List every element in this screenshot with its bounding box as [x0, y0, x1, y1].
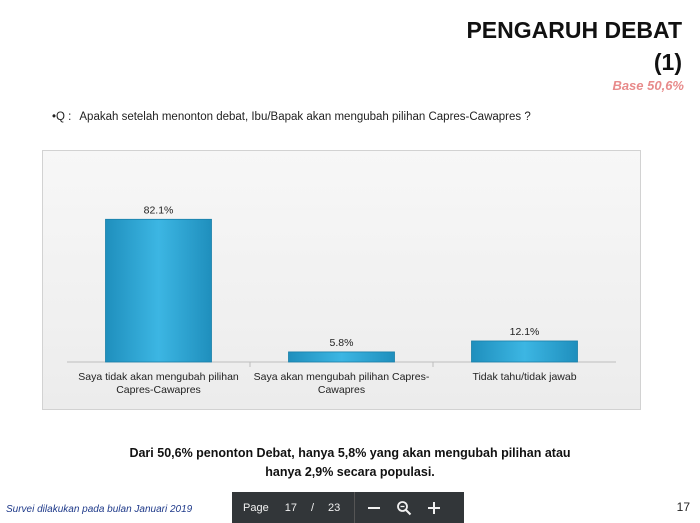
bar-chart-svg: 82.1% Saya tidak akan mengubah pilihan Cap…: [67, 204, 616, 396]
category-label-line: Cawapres: [318, 384, 365, 396]
data-label: 12.1%: [510, 326, 540, 338]
minus-icon: [368, 506, 381, 509]
conclusion-line2: hanya 2,9% secara populasi.: [265, 465, 435, 479]
bar: [471, 340, 578, 363]
page-label: Page: [243, 501, 269, 514]
zoom-out-button[interactable]: [359, 492, 389, 523]
category-label-line: Tidak tahu/tidak jawab: [472, 371, 576, 383]
conclusion-line1: Dari 50,6% penonton Debat, hanya 5,8% ya…: [129, 446, 571, 460]
bar: [288, 351, 395, 363]
survey-footer-note: Survei dilakukan pada bulan Januari 2019: [6, 504, 193, 515]
toolbar-divider: [354, 492, 356, 523]
base-note: Base 50,6%: [612, 78, 684, 93]
category-label-line: Capres-Cawapres: [116, 384, 201, 396]
current-page-input[interactable]: 17: [284, 501, 297, 514]
slide-title-line1: PENGARUH DEBAT: [466, 17, 682, 43]
question-prefix: •Q :: [52, 111, 72, 123]
category-label-line: Saya akan mengubah pilihan Capres-: [254, 371, 430, 383]
conclusion-text: Dari 50,6% penonton Debat, hanya 5,8% ya…: [80, 444, 620, 482]
slide-title-line2: (1): [653, 49, 682, 75]
bar: [105, 218, 212, 363]
page-separator: /: [310, 501, 315, 514]
slide-number: 17: [676, 500, 690, 514]
zoom-in-button[interactable]: [419, 492, 449, 523]
zoom-button[interactable]: [389, 492, 419, 523]
bar-chart: 82.1% Saya tidak akan mengubah pilihan Cap…: [42, 150, 641, 410]
plus-icon: [428, 501, 441, 514]
category-label: Saya tidak akan mengubah pilihan Capres-C…: [78, 371, 239, 396]
data-label: 5.8%: [330, 337, 354, 349]
total-pages: 23: [328, 501, 341, 514]
category-label: Saya akan mengubah pilihan Capres-Cawapr…: [254, 371, 430, 396]
magnifier-icon: [397, 500, 412, 515]
pdf-viewer-toolbar: Page 17 / 23: [232, 492, 464, 523]
category-label: Tidak tahu/tidak jawab: [472, 371, 576, 383]
survey-question: •Q : Apakah setelah menonton debat, Ibu/B…: [52, 111, 531, 123]
slide-title: PENGARUH DEBAT (1): [466, 14, 682, 78]
category-label-line: Saya tidak akan mengubah pilihan: [78, 371, 239, 383]
question-text: Apakah setelah menonton debat, Ibu/Bapak…: [79, 111, 531, 123]
data-label: 82.1%: [144, 204, 174, 216]
